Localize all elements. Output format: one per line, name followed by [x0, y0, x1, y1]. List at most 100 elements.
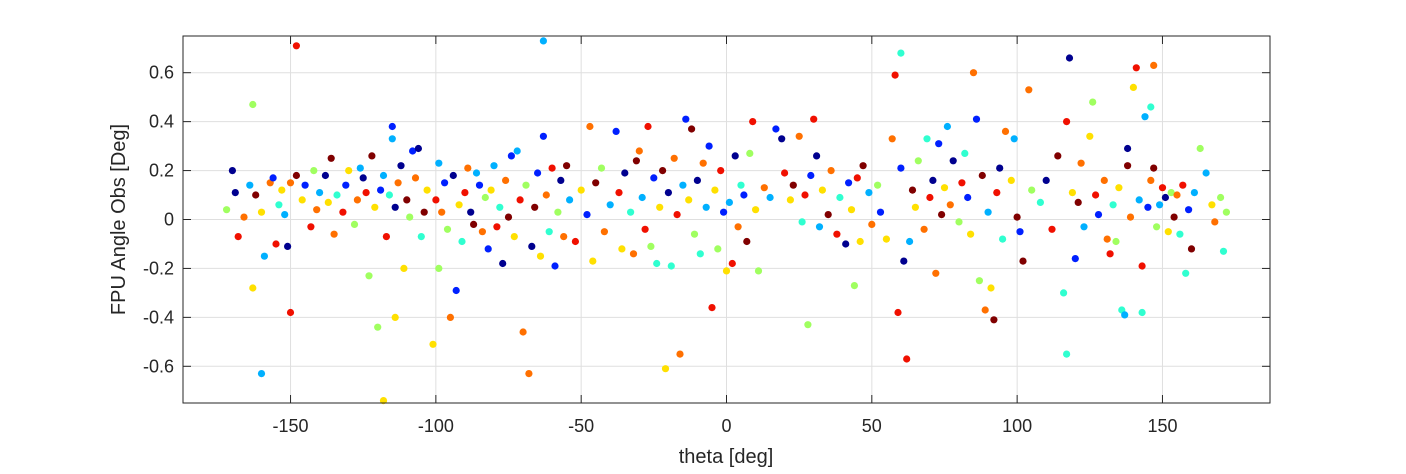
scatter-point [394, 179, 402, 187]
scatter-point [583, 211, 591, 219]
scatter-point [493, 223, 501, 231]
scatter-point [906, 237, 914, 246]
scatter-point [653, 259, 661, 268]
scatter-point [795, 132, 803, 140]
scatter-point [1208, 201, 1216, 209]
scatter-point [414, 144, 422, 153]
scatter-point [1068, 189, 1076, 197]
scatter-point [612, 127, 620, 135]
scatter-point [435, 264, 443, 272]
scatter-point [813, 152, 821, 160]
scatter-point [461, 189, 469, 197]
scatter-point [1138, 262, 1146, 270]
scatter-point [859, 162, 867, 170]
scatter-point [673, 211, 681, 219]
axes [182, 35, 1271, 404]
scatter-point [897, 164, 905, 172]
scatter-point [481, 193, 489, 202]
scatter-point [1190, 189, 1198, 197]
scatter-point [539, 37, 548, 45]
scatter-point [275, 201, 283, 209]
scatter-point [545, 228, 553, 236]
scatter-point [397, 162, 405, 170]
scatter-point [789, 181, 797, 189]
scatter-point [754, 267, 763, 275]
scatter-point [1060, 289, 1068, 297]
scatter-point [350, 220, 359, 228]
scatter-point [490, 162, 498, 170]
scatter-point [728, 259, 736, 268]
scatter-point [563, 162, 571, 170]
scatter-point [455, 201, 463, 209]
scatter-point [499, 259, 507, 268]
scatter-point [429, 340, 437, 348]
scatter-point [284, 242, 292, 250]
scatter-point [353, 196, 361, 204]
scatter-point [752, 206, 760, 214]
scatter-point [990, 316, 998, 324]
scatter-point [316, 189, 324, 197]
scatter-point [929, 176, 937, 184]
scatter-point [374, 323, 382, 331]
scatter-point [292, 42, 300, 50]
scatter-point [1025, 86, 1033, 94]
scatter-point [472, 169, 481, 177]
scatter-point [1141, 113, 1149, 121]
scatter-point [749, 118, 757, 126]
scatter-point [272, 240, 280, 248]
scatter-point [1013, 213, 1021, 221]
scatter-point [452, 286, 460, 295]
scatter-point [223, 206, 231, 214]
scatter-point [720, 208, 728, 216]
scatter-point [1036, 198, 1044, 206]
scatter-point [534, 169, 542, 177]
scatter-point [1106, 250, 1114, 258]
scatter-point [981, 306, 989, 314]
scatter-point [923, 135, 931, 143]
scatter-point [478, 228, 486, 236]
scatter-point [836, 193, 844, 202]
scatter-point [432, 196, 440, 204]
scatter-point [853, 174, 861, 182]
scatter-point [638, 193, 646, 202]
scatter-point [714, 245, 722, 253]
scatter-point [342, 181, 350, 189]
scatter-point [690, 230, 699, 238]
scatter-point [833, 230, 841, 238]
scatter-point [778, 135, 786, 143]
scatter-point [693, 176, 702, 184]
scatter-point [566, 196, 574, 204]
scatter-point [606, 201, 614, 209]
scatter-point [1124, 162, 1132, 170]
scatter-point [935, 140, 943, 148]
scatter-point [958, 179, 966, 187]
scatter-point [400, 264, 408, 272]
scatter-point [249, 284, 257, 292]
y-tick-label: -0.6 [143, 356, 174, 376]
scatter-point [900, 257, 908, 265]
scatter-point [743, 237, 751, 246]
scatter-point [417, 233, 425, 241]
scatter-point [327, 154, 335, 162]
scatter-point [446, 313, 454, 321]
scatter-point [577, 186, 585, 194]
axes-box [182, 35, 1271, 404]
y-axis-label: FPU Angle Obs [Deg] [108, 124, 130, 315]
scatter-point [1089, 98, 1097, 106]
scatter-point [1138, 308, 1146, 317]
scatter-point [391, 313, 399, 321]
scatter-point [984, 208, 992, 216]
scatter-point [1147, 176, 1155, 184]
scatter-point [269, 174, 277, 182]
scatter-point [362, 189, 370, 197]
scatter-point [664, 189, 673, 197]
scatter-point [818, 186, 827, 194]
scatter-point [388, 122, 396, 131]
scatter-point [298, 196, 306, 204]
scatter-point [286, 308, 295, 317]
scatter-point [1222, 208, 1230, 216]
scatter-point [949, 157, 957, 165]
scatter-point [1080, 223, 1088, 231]
